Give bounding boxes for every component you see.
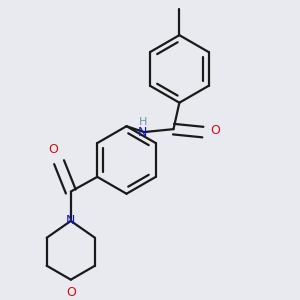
Text: N: N — [66, 214, 76, 227]
Text: O: O — [210, 124, 220, 137]
Text: O: O — [66, 286, 76, 299]
Text: N: N — [138, 126, 147, 139]
Text: O: O — [48, 143, 58, 156]
Text: H: H — [139, 117, 147, 128]
